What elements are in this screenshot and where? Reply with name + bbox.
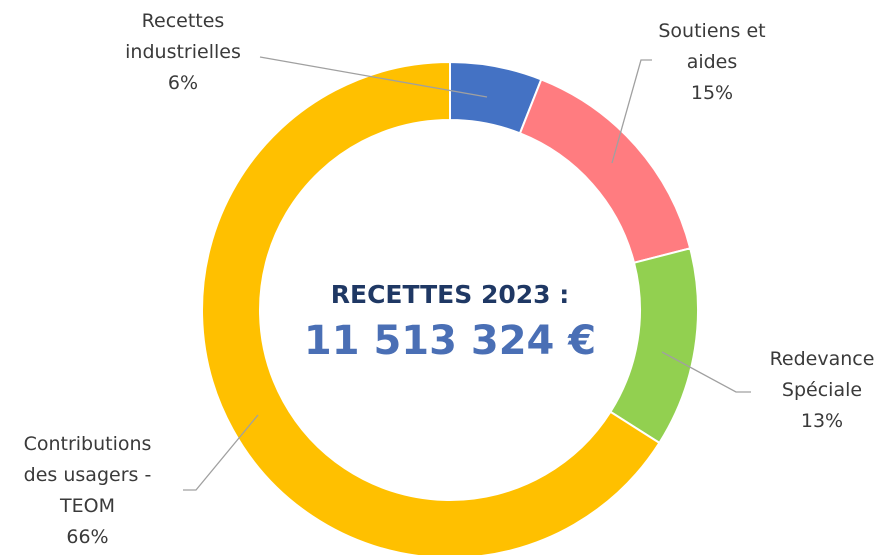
leader-line xyxy=(183,414,259,491)
slice-label: Recettes industrielles 6% xyxy=(108,6,258,99)
category-label: Recettes industrielles xyxy=(125,10,241,63)
leader-line xyxy=(611,59,652,164)
category-label: Contributions des usagers - TEOM xyxy=(23,433,152,517)
leader-line xyxy=(661,351,751,393)
slice-label: Contributions des usagers - TEOM 66% xyxy=(5,429,170,553)
value-label: 6% xyxy=(167,72,199,94)
slice-label: Soutiens et aides 15% xyxy=(652,16,772,109)
leader-line xyxy=(259,56,488,98)
chart-title: RECETTES 2023 : xyxy=(330,280,570,309)
value-label: 66% xyxy=(66,526,109,548)
total-label: 11 513 324 € xyxy=(303,318,597,364)
value-label: 15% xyxy=(690,82,734,104)
donut-segment xyxy=(201,60,661,555)
category-label: Soutiens et aides xyxy=(658,20,766,73)
value-label: 13% xyxy=(800,410,844,432)
category-label: Redevance Spéciale xyxy=(769,348,875,401)
slice-label: Redevance Spéciale 13% xyxy=(762,344,882,437)
